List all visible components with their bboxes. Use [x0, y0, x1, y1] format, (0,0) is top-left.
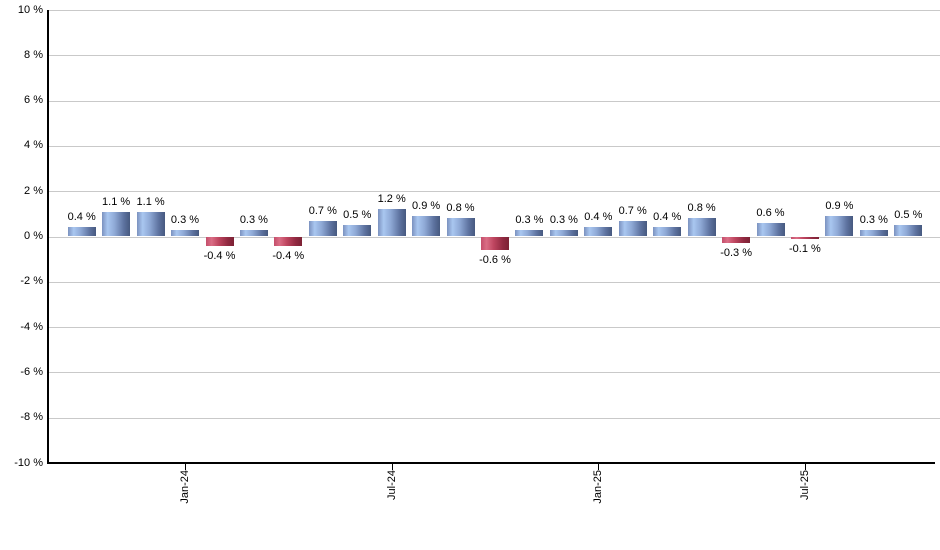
bar — [756, 222, 785, 237]
x-axis-tick-label: Jul-25 — [798, 470, 811, 500]
x-axis-tick-label: Jan-24 — [179, 470, 191, 504]
bar — [67, 227, 96, 237]
x-axis-tick-label: Jan-25 — [592, 470, 605, 504]
y-axis-tick-label: 4 % — [24, 139, 43, 152]
y-axis-tick-label: 6 % — [24, 94, 43, 107]
bar-value-label: 0.4 % — [67, 211, 96, 224]
gridline — [47, 10, 940, 11]
bar — [653, 227, 682, 237]
bar — [136, 211, 165, 237]
y-axis-tick-label: -6 % — [20, 365, 43, 378]
x-axis-tick-mark — [804, 464, 806, 470]
y-axis-tick-label: 8 % — [24, 48, 43, 61]
bar-value-label: 0.5 % — [343, 209, 372, 222]
bar — [308, 220, 337, 237]
bar — [584, 227, 613, 237]
bar — [618, 220, 647, 237]
y-axis-tick-label: -10 % — [14, 456, 43, 469]
y-axis-tick-label: 0 % — [24, 230, 43, 242]
bar — [412, 216, 441, 237]
bar — [171, 229, 199, 237]
bar — [549, 229, 578, 237]
bar-value-label: -0.1 % — [788, 242, 821, 255]
bar — [894, 225, 923, 237]
bar-value-label: 0.9 % — [412, 200, 441, 213]
y-axis-tick-label: -8 % — [20, 411, 43, 424]
bar — [102, 211, 131, 237]
bar-value-label: 0.3 % — [859, 213, 888, 226]
y-axis-tick-label: 10 % — [17, 3, 43, 16]
y-axis-tick-label: 2 % — [24, 184, 43, 197]
bar-value-label: 0.6 % — [756, 206, 785, 219]
bar — [481, 236, 509, 251]
bar-value-label: 0.3 % — [239, 213, 268, 226]
bar-value-label: 1.2 % — [377, 193, 406, 206]
x-axis-tick-label: Jul-24 — [385, 470, 398, 500]
bar-value-label: 0.5 % — [894, 209, 923, 222]
bar-value-label: -0.4 % — [272, 249, 305, 262]
bar-value-label: -0.6 % — [479, 254, 511, 267]
gridline — [47, 327, 940, 329]
bar-value-label: 1.1 % — [102, 195, 131, 208]
bar — [722, 236, 751, 244]
gridline — [47, 417, 940, 419]
bar — [274, 236, 303, 246]
bar-value-label: 0.7 % — [308, 204, 337, 217]
gridline — [47, 100, 940, 102]
bar-value-label: 0.8 % — [446, 202, 475, 215]
x-axis-tick-mark — [391, 464, 393, 470]
bar — [687, 218, 716, 237]
bar-value-label: 0.7 % — [618, 204, 647, 217]
bar-value-label: 0.4 % — [584, 211, 613, 224]
x-axis-tick-mark — [598, 464, 600, 470]
gridline — [47, 145, 940, 147]
y-axis-tick-label: -2 % — [20, 275, 43, 288]
gridline — [47, 191, 940, 193]
bar-value-label: 0.9 % — [825, 200, 854, 213]
bar-value-label: 0.4 % — [653, 211, 682, 224]
gridline — [47, 372, 940, 374]
x-axis-line — [47, 462, 935, 464]
bar — [859, 229, 888, 237]
bar-value-label: 0.8 % — [687, 202, 716, 215]
bar-value-label: 0.3 % — [170, 213, 200, 226]
bar-value-label: -0.3 % — [720, 247, 752, 260]
y-axis-tick-label: -4 % — [20, 320, 43, 333]
bar-value-label: 1.1 % — [136, 195, 165, 208]
gridline — [47, 55, 940, 57]
bar — [377, 209, 406, 237]
bar — [515, 229, 544, 237]
bar-value-label: 0.3 % — [549, 213, 578, 226]
x-axis-tick-mark — [185, 464, 186, 470]
bar — [825, 216, 854, 237]
bar-value-label: 0.3 % — [515, 213, 544, 226]
bar — [790, 236, 819, 239]
bar — [239, 229, 268, 237]
bar — [343, 225, 372, 237]
y-axis-line — [47, 10, 49, 464]
bar-value-label: -0.4 % — [203, 249, 236, 262]
bar — [205, 236, 234, 246]
gridline — [47, 281, 940, 283]
bar — [446, 218, 475, 237]
